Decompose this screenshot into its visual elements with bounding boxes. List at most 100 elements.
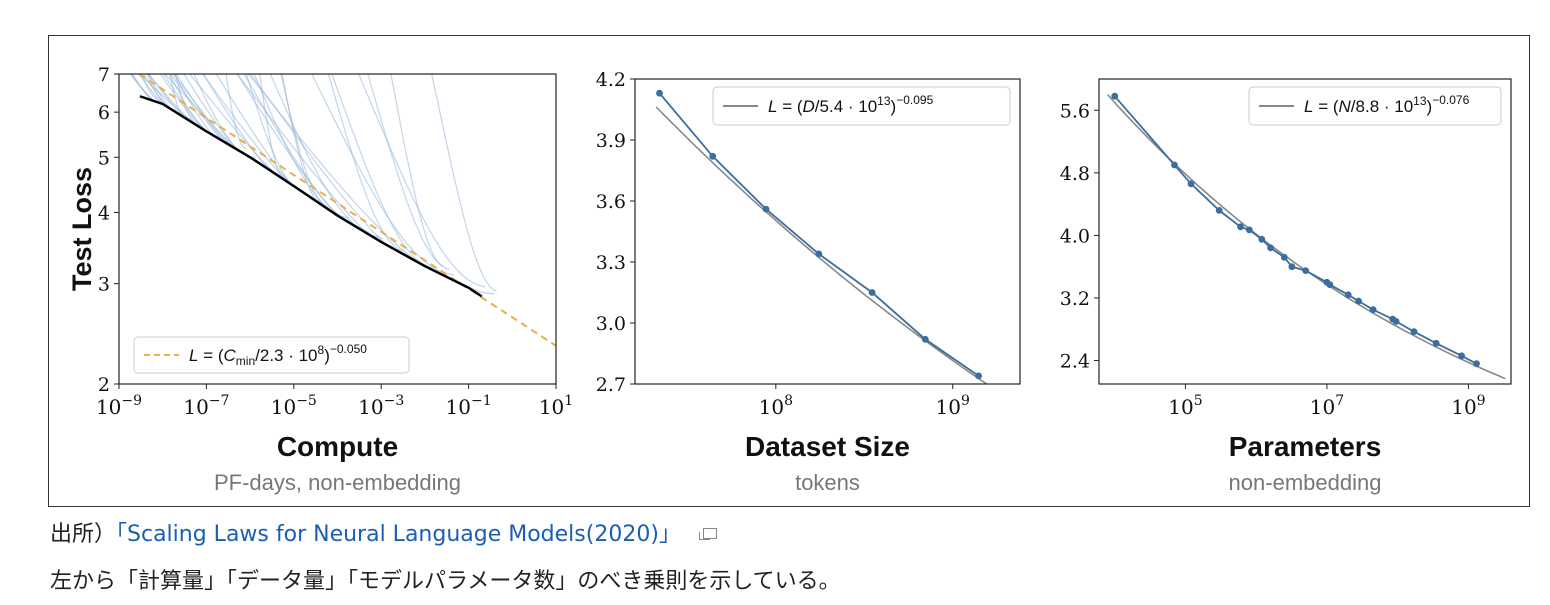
y-tick-label: 5.6 bbox=[1060, 100, 1090, 122]
data-point bbox=[975, 372, 982, 380]
x-tick-label: 108 bbox=[759, 393, 793, 419]
data-point bbox=[1432, 339, 1440, 347]
data-point bbox=[1344, 291, 1352, 299]
training-run-curve bbox=[170, 74, 331, 211]
data-point bbox=[709, 152, 717, 160]
data-point bbox=[868, 289, 876, 296]
training-run-curve bbox=[164, 74, 418, 261]
y-tick-label: 4.2 bbox=[596, 69, 626, 91]
data-point bbox=[1245, 226, 1253, 234]
training-run-curve bbox=[327, 74, 405, 252]
y-tick-label: 2.7 bbox=[596, 374, 626, 396]
axes-frame bbox=[634, 78, 1021, 385]
data-point bbox=[815, 250, 823, 258]
legend-label: L = (N/8.8 · 1013)−0.076 bbox=[1304, 93, 1470, 116]
source-prefix: 出所） bbox=[50, 522, 117, 547]
y-tick-label: 4.8 bbox=[1060, 163, 1090, 185]
training-run-curve bbox=[431, 74, 497, 292]
training-run-curve bbox=[129, 74, 205, 129]
training-run-curve bbox=[142, 74, 213, 134]
legend-box bbox=[712, 86, 1011, 126]
x-axis-sublabel: non-embedding bbox=[1229, 470, 1382, 495]
x-axis-sublabel: PF-days, non-embedding bbox=[214, 470, 461, 495]
training-run-curve bbox=[141, 74, 162, 102]
axes-frame bbox=[118, 73, 557, 385]
data-point bbox=[656, 89, 663, 97]
legend-box bbox=[1248, 86, 1502, 126]
data-point bbox=[1369, 306, 1377, 314]
x-tick-label: 109 bbox=[1451, 393, 1485, 419]
data-series-line bbox=[658, 92, 980, 377]
data-point bbox=[1473, 360, 1480, 368]
x-axis-label: Parameters bbox=[1229, 431, 1382, 462]
fit-line bbox=[1106, 93, 1506, 380]
data-point bbox=[1458, 352, 1465, 360]
y-axis-label: Test Loss bbox=[67, 167, 97, 291]
data-point bbox=[1267, 244, 1274, 252]
training-run-curve bbox=[202, 74, 383, 239]
training-run-curve bbox=[390, 74, 444, 268]
chart-panel-1: 10−9 10−7 10−5 10−3 10−1 101 2 3 4 5 6 7 Compute PF-d… bbox=[67, 64, 573, 495]
data-point bbox=[1187, 180, 1195, 188]
external-link-icon[interactable] bbox=[698, 528, 717, 540]
data-point bbox=[1302, 267, 1309, 274]
data-series-line bbox=[1114, 95, 1477, 365]
chart-panel-2: 108 109 2.7 3.0 3.3 3.6 3.9 4.2 Dataset Size toke… bbox=[596, 69, 1021, 495]
source-link[interactable]: 「Scaling Laws for Neural Language Models… bbox=[116, 522, 681, 547]
training-run-curve bbox=[225, 74, 247, 150]
plot-area bbox=[129, 74, 556, 347]
x-tick-label: 10−7 bbox=[183, 393, 229, 419]
fit-line bbox=[655, 106, 989, 384]
data-point bbox=[921, 335, 929, 343]
x-tick-label: 10−9 bbox=[96, 393, 142, 419]
x-tick-label: 101 bbox=[539, 393, 573, 419]
y-tick-label: 3.2 bbox=[1060, 288, 1090, 310]
training-run-curve bbox=[311, 74, 455, 276]
chart-panel-3: 105 107 109 2.4 3.2 4.0 4.8 5.6 Parameters non-em… bbox=[1060, 78, 1512, 495]
x-tick-label: 107 bbox=[1310, 393, 1344, 419]
data-point bbox=[1392, 318, 1400, 325]
y-tick-label: 4.0 bbox=[1060, 225, 1090, 247]
y-tick-label: 3 bbox=[98, 274, 110, 296]
x-tick-label: 10−5 bbox=[271, 393, 317, 419]
plot-area bbox=[1106, 92, 1506, 380]
y-tick-label: 5 bbox=[98, 147, 110, 169]
y-tick-label: 3.9 bbox=[596, 130, 626, 152]
y-tick-label: 3.6 bbox=[596, 191, 626, 213]
data-point bbox=[1111, 92, 1119, 100]
y-tick-label: 3.3 bbox=[596, 252, 626, 274]
data-point bbox=[1410, 328, 1418, 335]
y-tick-label: 2 bbox=[98, 374, 110, 396]
y-tick-label: 2.4 bbox=[1060, 351, 1090, 373]
training-run-curve bbox=[331, 74, 434, 269]
data-point bbox=[1237, 223, 1244, 231]
fit-line-dashed bbox=[137, 74, 556, 347]
y-tick-label: 3.0 bbox=[596, 313, 626, 335]
x-tick-label: 105 bbox=[1168, 393, 1202, 419]
y-tick-label: 7 bbox=[98, 64, 110, 86]
compute-efficient-frontier bbox=[139, 95, 483, 298]
legend-label: L = (Cmin/2.3 · 108)−0.050 bbox=[189, 342, 367, 368]
plot-area bbox=[655, 89, 989, 384]
legend-label: L = (D/5.4 · 1013)−0.095 bbox=[768, 93, 934, 116]
data-point bbox=[1258, 235, 1266, 243]
training-run-curve bbox=[162, 74, 272, 171]
training-run-curve bbox=[357, 74, 486, 288]
x-tick-label: 109 bbox=[936, 393, 970, 419]
source-caption: 出所）「Scaling Laws for Neural Language Mod… bbox=[50, 516, 717, 548]
data-point bbox=[1326, 281, 1334, 289]
data-point bbox=[1355, 297, 1362, 305]
figure-description: 左から「計算量」「データ量」「モデルパラメータ数」のべき乗則を示している。 bbox=[50, 569, 841, 594]
training-run-curve bbox=[280, 74, 329, 209]
legend-box bbox=[133, 336, 410, 374]
data-point bbox=[1215, 207, 1223, 214]
y-tick-label: 6 bbox=[98, 102, 110, 124]
x-tick-label: 10−1 bbox=[446, 393, 492, 419]
data-point bbox=[1288, 263, 1296, 271]
x-axis-label: Compute bbox=[277, 431, 398, 462]
y-tick-label: 4 bbox=[98, 202, 110, 224]
legend: L = (D/5.4 · 1013)−0.095 bbox=[712, 86, 1011, 126]
figure-frame: 10−9 10−7 10−5 10−3 10−1 101 2 3 4 5 6 7 Compute PF-d… bbox=[48, 35, 1530, 507]
legend: L = (Cmin/2.3 · 108)−0.050 bbox=[133, 336, 410, 374]
legend: L = (N/8.8 · 1013)−0.076 bbox=[1248, 86, 1502, 126]
